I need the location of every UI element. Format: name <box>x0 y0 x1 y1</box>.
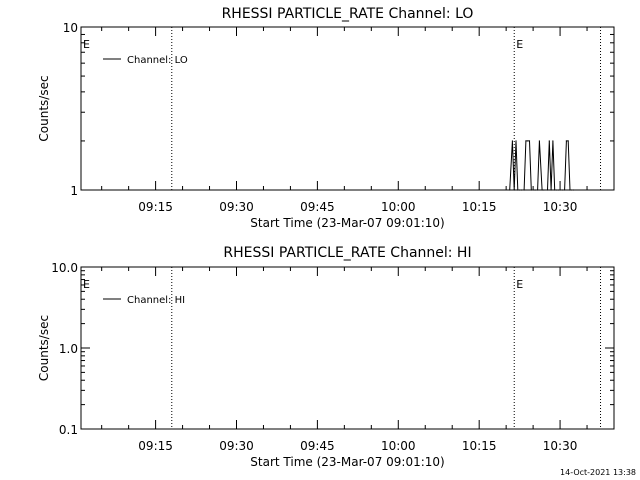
data-point <box>567 140 569 142</box>
data-point <box>537 189 539 191</box>
y-tick-label: 0.1 <box>59 423 78 437</box>
data-point <box>543 189 545 191</box>
data-point <box>520 189 523 191</box>
x-tick-label: 09:45 <box>300 439 335 453</box>
data-point <box>546 189 549 191</box>
x-tick-label: 09:30 <box>219 439 254 453</box>
x-tick-label: 09:45 <box>300 200 335 214</box>
data-point <box>562 189 564 191</box>
data-point <box>563 189 566 191</box>
x-tick-label: 09:30 <box>219 200 254 214</box>
footer-timestamp: 14-Oct-2021 13:38 <box>560 468 636 477</box>
plot-frame <box>80 266 615 430</box>
data-point <box>571 189 573 191</box>
event-marker-label: E <box>83 38 90 51</box>
data-point <box>533 189 535 191</box>
y-tick-label: 10 <box>63 21 78 35</box>
x-axis-label: Start Time (23-Mar-07 09:01:10) <box>250 216 444 230</box>
event-marker-label: E <box>83 278 90 291</box>
chart-panel-1: RHESSI PARTICLE_RATE Channel: LO Start Ti… <box>37 6 615 230</box>
x-tick-label: 10:30 <box>543 200 578 214</box>
y-axis-label: Counts/sec <box>37 315 51 381</box>
x-tick-label: 10:15 <box>462 200 497 214</box>
x-tick-label: 10:15 <box>462 439 497 453</box>
y-tick-label: 10.0 <box>51 261 78 275</box>
data-point <box>525 140 527 142</box>
data-point <box>554 189 556 191</box>
data-point <box>517 189 519 191</box>
x-axis-label: Start Time (23-Mar-07 09:01:10) <box>250 455 444 469</box>
data-point <box>552 140 554 142</box>
data-point <box>519 189 521 191</box>
data-point <box>550 189 552 191</box>
data-point <box>572 189 575 191</box>
y-tick-label: 1 <box>70 184 78 198</box>
x-tick-label: 09:15 <box>138 200 173 214</box>
chart-title: RHESSI PARTICLE_RATE Channel: HI <box>223 245 471 261</box>
x-tick-label: 10:00 <box>381 439 416 453</box>
x-tick-label: 10:00 <box>381 200 416 214</box>
x-tick-label: 09:15 <box>138 439 173 453</box>
data-point <box>527 140 529 142</box>
data-point <box>523 189 525 191</box>
data-point <box>511 140 514 142</box>
chart-title: RHESSI PARTICLE_RATE Channel: LO <box>222 6 474 22</box>
x-tick-label: 10:30 <box>543 439 578 453</box>
chart-panel-2: RHESSI PARTICLE_RATE Channel: HI Start Ti… <box>37 245 615 469</box>
data-point <box>565 140 567 142</box>
data-point <box>528 140 531 142</box>
legend-label: Channel: LO <box>127 55 188 66</box>
data-point <box>513 189 515 191</box>
plot-frame <box>80 26 615 191</box>
event-marker-label: E <box>516 38 523 51</box>
legend-label: Channel: HI <box>127 295 185 306</box>
series-line-1 <box>509 140 574 191</box>
data-point <box>569 189 571 191</box>
data-point <box>555 189 558 191</box>
event-marker-label: E <box>516 278 523 291</box>
data-point <box>530 189 532 191</box>
y-tick-label: 1.0 <box>59 342 78 356</box>
data-point <box>515 140 517 142</box>
data-point <box>557 189 559 191</box>
data-point <box>559 189 561 191</box>
data-point <box>535 189 537 191</box>
data-point <box>548 140 550 142</box>
data-point <box>541 189 543 191</box>
y-axis-label: Counts/sec <box>37 75 51 141</box>
data-point <box>538 140 540 142</box>
data-point <box>509 189 511 191</box>
